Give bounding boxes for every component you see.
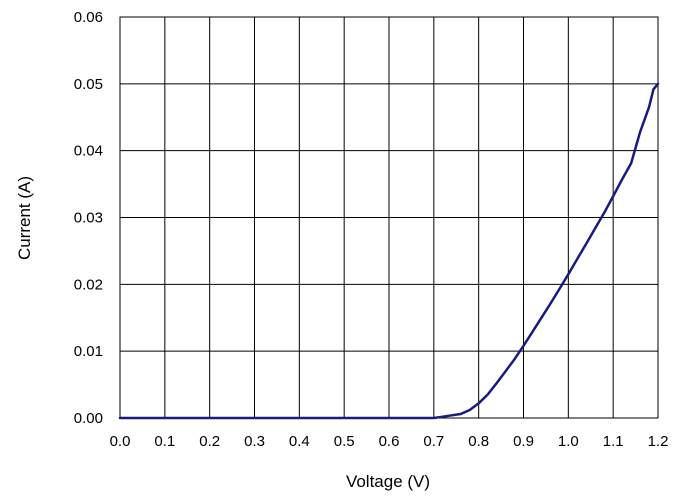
x-tick-label: 0.5 — [334, 433, 355, 450]
y-tick-label: 0.06 — [74, 9, 103, 26]
y-tick-labels: 0.00 0.01 0.02 0.03 0.04 0.05 0.06 — [74, 9, 103, 427]
x-tick-label: 0.4 — [289, 433, 310, 450]
x-tick-label: 1.0 — [558, 433, 579, 450]
y-axis-title: Current (A) — [15, 176, 34, 260]
x-tick-label: 0.9 — [513, 433, 534, 450]
x-tick-label: 0.1 — [154, 433, 175, 450]
x-tick-label: 0.3 — [244, 433, 265, 450]
x-tick-label: 0.7 — [423, 433, 444, 450]
x-axis-title: Voltage (V) — [346, 472, 430, 491]
y-tick-label: 0.04 — [74, 143, 103, 160]
y-tick-label: 0.02 — [74, 276, 103, 293]
x-tick-label: 1.2 — [648, 433, 669, 450]
y-tick-label: 0.00 — [74, 410, 103, 427]
x-tick-label: 0.2 — [199, 433, 220, 450]
x-tick-label: 1.1 — [603, 433, 624, 450]
series-layer — [118, 82, 660, 420]
x-tick-label: 0.0 — [110, 433, 131, 450]
y-tick-label: 0.05 — [74, 76, 103, 93]
series-line — [118, 82, 660, 420]
x-tick-label: 0.8 — [468, 433, 489, 450]
x-tick-label: 0.6 — [379, 433, 400, 450]
y-tick-label: 0.03 — [74, 210, 103, 227]
y-tick-label: 0.01 — [74, 343, 103, 360]
x-tick-labels: 0.0 0.1 0.2 0.3 0.4 0.5 0.6 0.7 0.8 0.9 1.0 1.1 1.2 — [110, 433, 669, 450]
